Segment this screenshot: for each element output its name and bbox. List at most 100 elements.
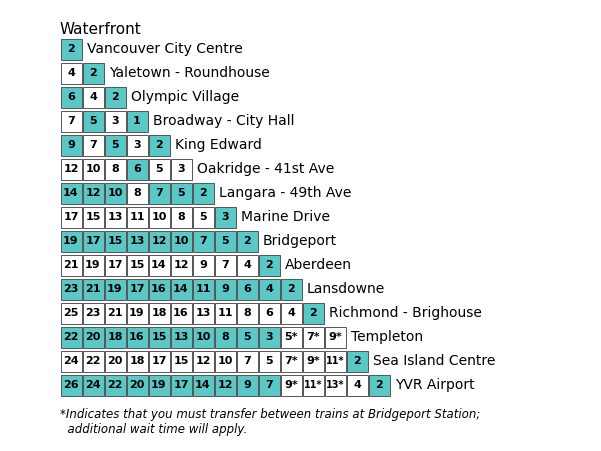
- Text: 15: 15: [129, 260, 145, 270]
- Text: 7: 7: [67, 116, 75, 126]
- Text: 5*: 5*: [284, 332, 297, 342]
- Bar: [105, 207, 126, 227]
- Bar: [105, 230, 126, 252]
- Bar: [126, 279, 147, 299]
- Bar: [215, 279, 236, 299]
- Text: 6: 6: [243, 284, 251, 294]
- Bar: [105, 327, 126, 348]
- Bar: [126, 134, 147, 156]
- Text: 8: 8: [177, 212, 185, 222]
- Text: 11: 11: [195, 284, 211, 294]
- Text: 3: 3: [221, 212, 229, 222]
- Bar: [215, 254, 236, 276]
- Text: 17: 17: [129, 284, 145, 294]
- Bar: [148, 374, 169, 396]
- Bar: [82, 63, 103, 83]
- Bar: [237, 374, 257, 396]
- Text: *Indicates that you must transfer between trains at Bridgeport Station;: *Indicates that you must transfer betwee…: [60, 408, 480, 421]
- Bar: [126, 230, 147, 252]
- Text: 7: 7: [243, 356, 251, 366]
- Text: 21: 21: [85, 284, 101, 294]
- Text: 24: 24: [63, 356, 79, 366]
- Bar: [237, 350, 257, 372]
- Bar: [148, 158, 169, 179]
- Bar: [61, 207, 82, 227]
- Text: Templeton: Templeton: [351, 330, 423, 344]
- Bar: [215, 303, 236, 323]
- Bar: [82, 207, 103, 227]
- Bar: [237, 327, 257, 348]
- Text: Sea Island Centre: Sea Island Centre: [373, 354, 495, 368]
- Bar: [192, 374, 213, 396]
- Bar: [237, 303, 257, 323]
- Text: 22: 22: [107, 380, 123, 390]
- Bar: [215, 327, 236, 348]
- Bar: [105, 134, 126, 156]
- Text: 20: 20: [108, 356, 123, 366]
- Bar: [61, 110, 82, 132]
- Bar: [61, 63, 82, 83]
- Text: 15: 15: [173, 356, 189, 366]
- Bar: [61, 374, 82, 396]
- Text: Broadway - City Hall: Broadway - City Hall: [153, 114, 294, 128]
- Bar: [105, 303, 126, 323]
- Bar: [215, 374, 236, 396]
- Text: 9*: 9*: [306, 356, 320, 366]
- Bar: [82, 279, 103, 299]
- Bar: [347, 350, 367, 372]
- Text: 10: 10: [85, 164, 101, 174]
- Text: 13*: 13*: [326, 380, 344, 390]
- Bar: [105, 350, 126, 372]
- Text: 8: 8: [111, 164, 119, 174]
- Bar: [105, 110, 126, 132]
- Text: 5: 5: [243, 332, 251, 342]
- Bar: [215, 230, 236, 252]
- Bar: [105, 183, 126, 203]
- Text: 24: 24: [85, 380, 101, 390]
- Text: 4: 4: [265, 284, 273, 294]
- Bar: [148, 134, 169, 156]
- Text: 12: 12: [85, 188, 101, 198]
- Text: 3: 3: [265, 332, 273, 342]
- Bar: [61, 230, 82, 252]
- Bar: [302, 303, 323, 323]
- Bar: [148, 230, 169, 252]
- Bar: [61, 350, 82, 372]
- Text: 9: 9: [243, 380, 251, 390]
- Text: 5: 5: [177, 188, 185, 198]
- Bar: [82, 254, 103, 276]
- Bar: [215, 350, 236, 372]
- Text: 6: 6: [133, 164, 141, 174]
- Bar: [171, 230, 192, 252]
- Bar: [126, 207, 147, 227]
- Bar: [126, 327, 147, 348]
- Text: 2: 2: [89, 68, 97, 78]
- Text: 9: 9: [221, 284, 229, 294]
- Text: 23: 23: [63, 284, 79, 294]
- Bar: [126, 254, 147, 276]
- Text: 16: 16: [151, 284, 167, 294]
- Text: 12: 12: [151, 236, 166, 246]
- Bar: [171, 374, 192, 396]
- Text: Bridgeport: Bridgeport: [263, 234, 337, 248]
- Bar: [126, 110, 147, 132]
- Bar: [171, 327, 192, 348]
- Bar: [192, 350, 213, 372]
- Bar: [148, 254, 169, 276]
- Bar: [281, 279, 302, 299]
- Bar: [82, 350, 103, 372]
- Text: 5: 5: [111, 140, 119, 150]
- Bar: [325, 374, 346, 396]
- Text: 7*: 7*: [284, 356, 298, 366]
- Bar: [61, 158, 82, 179]
- Text: 1: 1: [133, 116, 141, 126]
- Text: King Edward: King Edward: [175, 138, 262, 152]
- Text: 8: 8: [133, 188, 141, 198]
- Bar: [148, 350, 169, 372]
- Text: 16: 16: [129, 332, 145, 342]
- Text: 11: 11: [129, 212, 145, 222]
- Text: 10: 10: [195, 332, 211, 342]
- Bar: [258, 254, 279, 276]
- Text: 12: 12: [195, 356, 211, 366]
- Text: 10: 10: [151, 212, 166, 222]
